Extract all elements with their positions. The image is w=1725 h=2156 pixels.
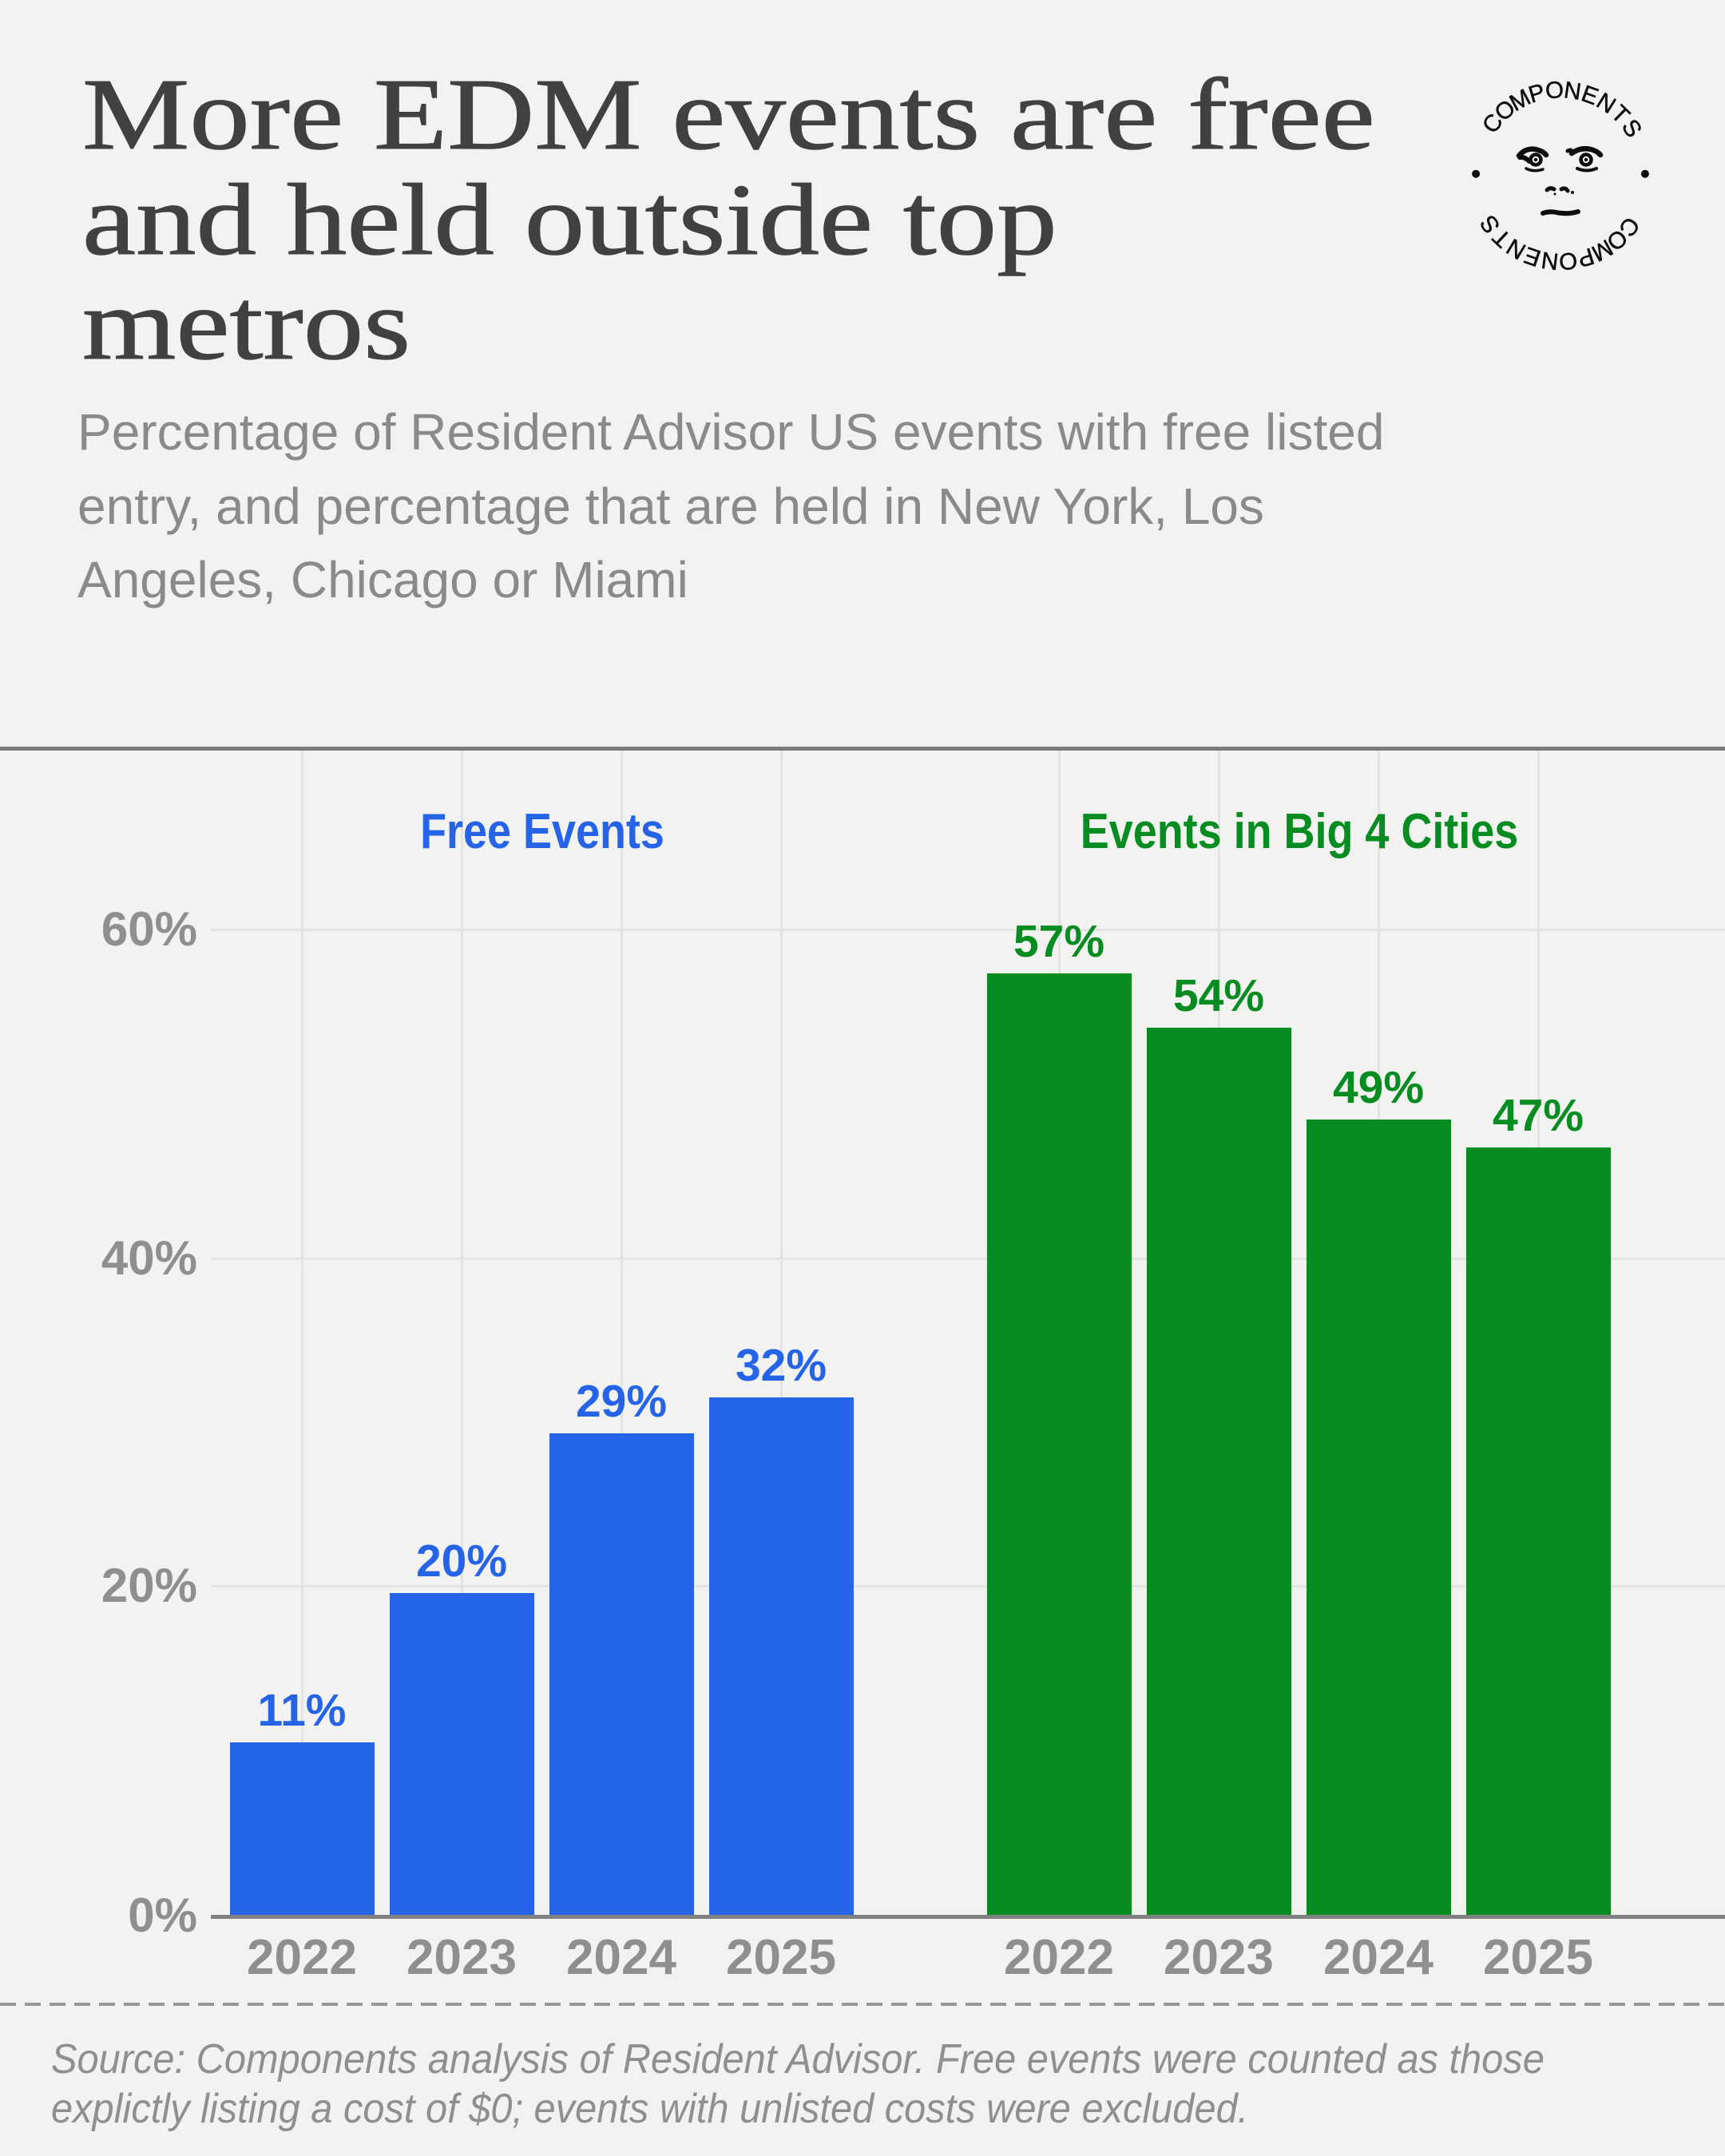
svg-text:O: O [1544,77,1564,105]
svg-text:N: N [1562,77,1583,105]
svg-text:O: O [1557,247,1578,275]
svg-text:N: N [1540,246,1560,274]
